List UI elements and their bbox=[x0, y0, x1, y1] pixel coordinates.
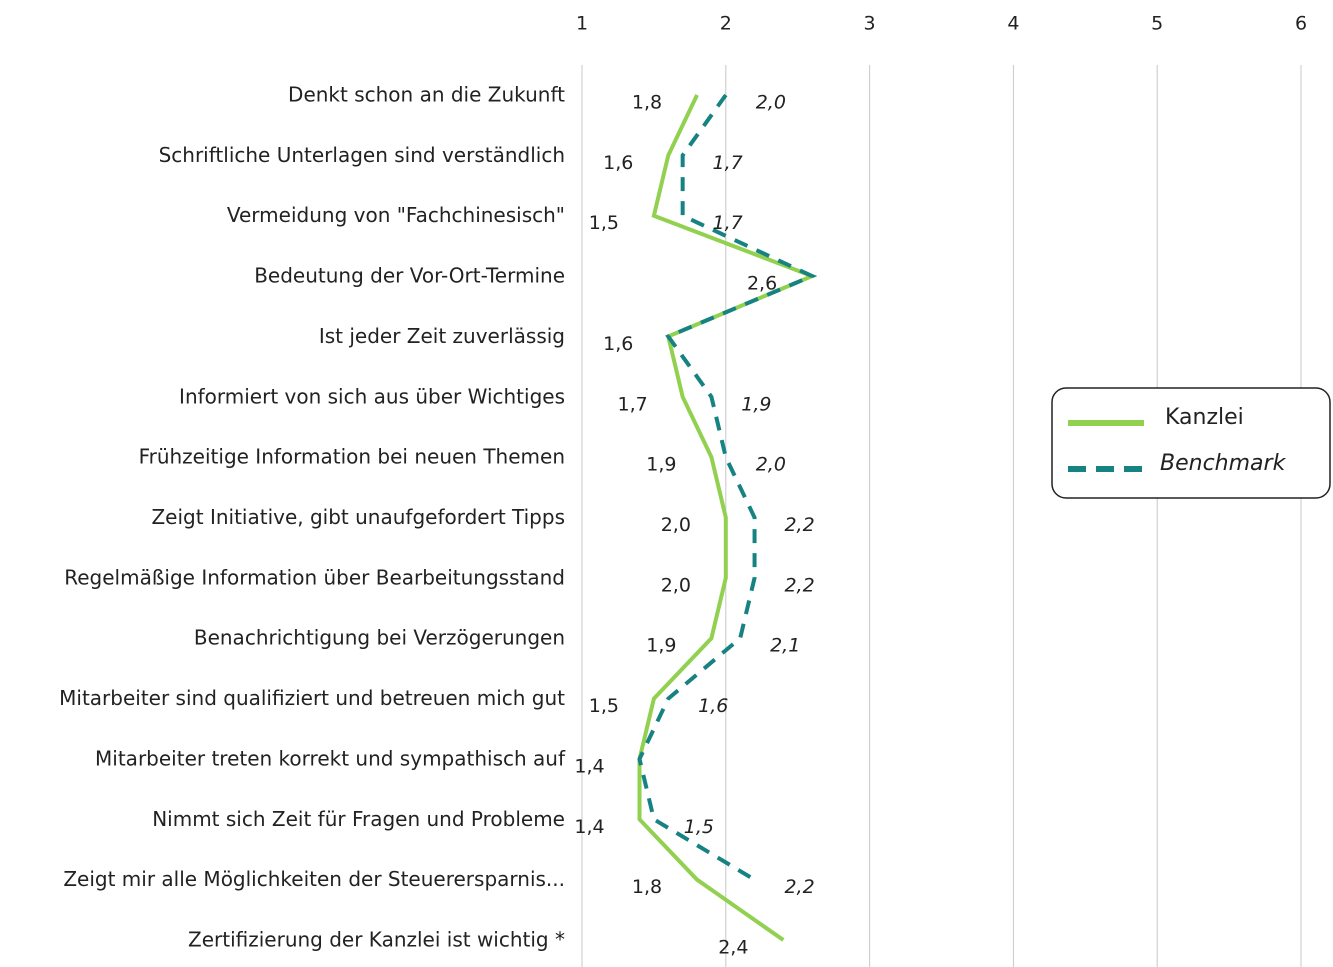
category-label: Bedeutung der Vor-Ort-Termine bbox=[254, 264, 565, 288]
value-label: 1,5 bbox=[684, 816, 714, 838]
x-tick-label: 4 bbox=[1007, 13, 1019, 35]
category-label: Zeigt mir alle Möglichkeiten der Steuere… bbox=[63, 867, 565, 891]
category-label: Benachrichtigung bei Verzögerungen bbox=[194, 626, 565, 650]
x-tick-label: 2 bbox=[720, 13, 732, 35]
value-label: 1,8 bbox=[632, 92, 662, 114]
value-label: 2,4 bbox=[718, 937, 748, 959]
value-label: 2,1 bbox=[770, 635, 800, 657]
value-label: 2,2 bbox=[784, 876, 814, 898]
value-label: 2,0 bbox=[756, 454, 786, 476]
value-label: 1,7 bbox=[618, 393, 648, 415]
x-tick-label: 3 bbox=[864, 13, 876, 35]
category-label: Frühzeitige Information bei neuen Themen bbox=[139, 445, 565, 469]
category-label: Mitarbeiter sind qualifiziert und betreu… bbox=[59, 686, 565, 710]
value-label: 2,0 bbox=[661, 514, 691, 536]
category-label: Regelmäßige Information über Bearbeitung… bbox=[64, 565, 565, 589]
value-label: 2,0 bbox=[756, 92, 786, 114]
value-label: 1,6 bbox=[698, 695, 728, 717]
value-label: 1,8 bbox=[632, 876, 662, 898]
legend: Kanzlei Benchmark bbox=[1051, 387, 1331, 499]
category-label: Denkt schon an die Zukunft bbox=[288, 83, 565, 107]
x-tick-label: 1 bbox=[576, 13, 588, 35]
legend-label: Benchmark bbox=[1160, 451, 1287, 476]
value-label: 1,9 bbox=[741, 393, 771, 415]
category-label: Informiert von sich aus über Wichtiges bbox=[179, 384, 565, 408]
category-label: Mitarbeiter treten korrekt und sympathis… bbox=[95, 746, 566, 770]
legend-box bbox=[1051, 387, 1331, 499]
value-label: 1,9 bbox=[646, 635, 676, 657]
value-label: 1,6 bbox=[603, 152, 633, 174]
series-line bbox=[637, 94, 818, 942]
legend-label: Kanzlei bbox=[1165, 405, 1244, 430]
value-label: 1,6 bbox=[603, 333, 633, 355]
category-label: Nimmt sich Zeit für Fragen und Probleme bbox=[152, 807, 565, 831]
category-label: Zeigt Initiative, gibt unaufgefordert Ti… bbox=[151, 505, 565, 529]
category-label: Zertifizierung der Kanzlei ist wichtig * bbox=[188, 928, 565, 952]
value-label: 1,5 bbox=[589, 212, 619, 234]
series-line bbox=[637, 93, 818, 882]
x-tick-label: 5 bbox=[1151, 13, 1163, 35]
value-label: 1,7 bbox=[713, 212, 743, 234]
value-label: 1,4 bbox=[574, 755, 604, 777]
value-label: 1,9 bbox=[646, 454, 676, 476]
value-label: 2,0 bbox=[661, 574, 691, 596]
x-tick-label: 6 bbox=[1295, 13, 1307, 35]
value-label: 2,6 bbox=[747, 273, 777, 295]
value-label: 1,4 bbox=[574, 816, 604, 838]
value-label: 1,7 bbox=[713, 152, 743, 174]
value-label: 1,5 bbox=[589, 695, 619, 717]
category-label: Vermeidung von "Fachchinesisch" bbox=[227, 203, 565, 227]
category-label: Schriftliche Unterlagen sind verständlic… bbox=[159, 143, 565, 167]
category-label: Ist jeder Zeit zuverlässig bbox=[319, 324, 565, 348]
value-label: 2,2 bbox=[784, 574, 814, 596]
value-label: 2,2 bbox=[784, 514, 814, 536]
